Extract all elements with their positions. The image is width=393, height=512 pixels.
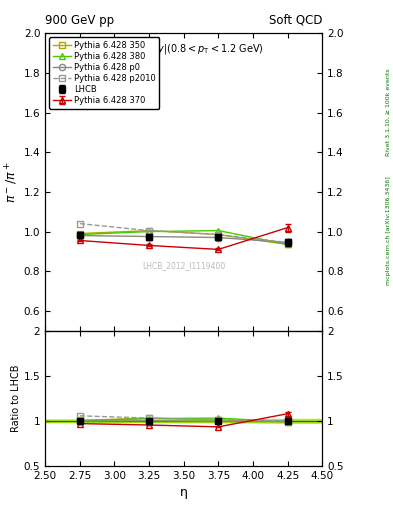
Text: 900 GeV pp: 900 GeV pp bbox=[45, 14, 114, 27]
X-axis label: η: η bbox=[180, 486, 188, 499]
Pythia 6.428 380 bbox=[77, 231, 82, 238]
Pythia 6.428 p0 bbox=[77, 232, 82, 239]
Pythia 6.428 350 bbox=[77, 230, 82, 237]
Text: LHCB_2012_I1119400: LHCB_2012_I1119400 bbox=[142, 261, 225, 270]
Pythia 6.428 p0 bbox=[216, 234, 221, 241]
Y-axis label: $\pi^-/\pi^+$: $\pi^-/\pi^+$ bbox=[3, 161, 20, 203]
Pythia 6.428 p0 bbox=[147, 233, 151, 240]
Line: Pythia 6.428 380: Pythia 6.428 380 bbox=[77, 227, 291, 248]
Pythia 6.428 380 bbox=[285, 241, 290, 247]
Text: Soft QCD: Soft QCD bbox=[269, 14, 322, 27]
Line: Pythia 6.428 p2010: Pythia 6.428 p2010 bbox=[77, 221, 291, 246]
Legend: Pythia 6.428 350, Pythia 6.428 380, Pythia 6.428 p0, Pythia 6.428 p2010, LHCB, P: Pythia 6.428 350, Pythia 6.428 380, Pyth… bbox=[50, 37, 160, 109]
Pythia 6.428 p2010 bbox=[77, 221, 82, 227]
Text: $\pi^-/\pi^+$ vs $|y|$($0.8 < p_{\rm T} < 1.2$ GeV): $\pi^-/\pi^+$ vs $|y|$($0.8 < p_{\rm T} … bbox=[104, 42, 264, 57]
Pythia 6.428 350 bbox=[147, 227, 151, 233]
Line: Pythia 6.428 p0: Pythia 6.428 p0 bbox=[77, 232, 291, 246]
Pythia 6.428 p2010 bbox=[285, 240, 290, 246]
Pythia 6.428 p2010 bbox=[216, 231, 221, 238]
Y-axis label: Ratio to LHCB: Ratio to LHCB bbox=[11, 365, 21, 432]
Line: Pythia 6.428 350: Pythia 6.428 350 bbox=[77, 227, 291, 248]
Text: Rivet 3.1.10, ≥ 100k events: Rivet 3.1.10, ≥ 100k events bbox=[386, 69, 391, 157]
Pythia 6.428 p0 bbox=[285, 240, 290, 246]
Pythia 6.428 p2010 bbox=[147, 227, 151, 233]
Pythia 6.428 380 bbox=[216, 227, 221, 233]
Text: mcplots.cern.ch [arXiv:1306.3436]: mcplots.cern.ch [arXiv:1306.3436] bbox=[386, 176, 391, 285]
Pythia 6.428 350 bbox=[285, 241, 290, 247]
Pythia 6.428 380 bbox=[147, 228, 151, 234]
Pythia 6.428 350 bbox=[216, 231, 221, 238]
